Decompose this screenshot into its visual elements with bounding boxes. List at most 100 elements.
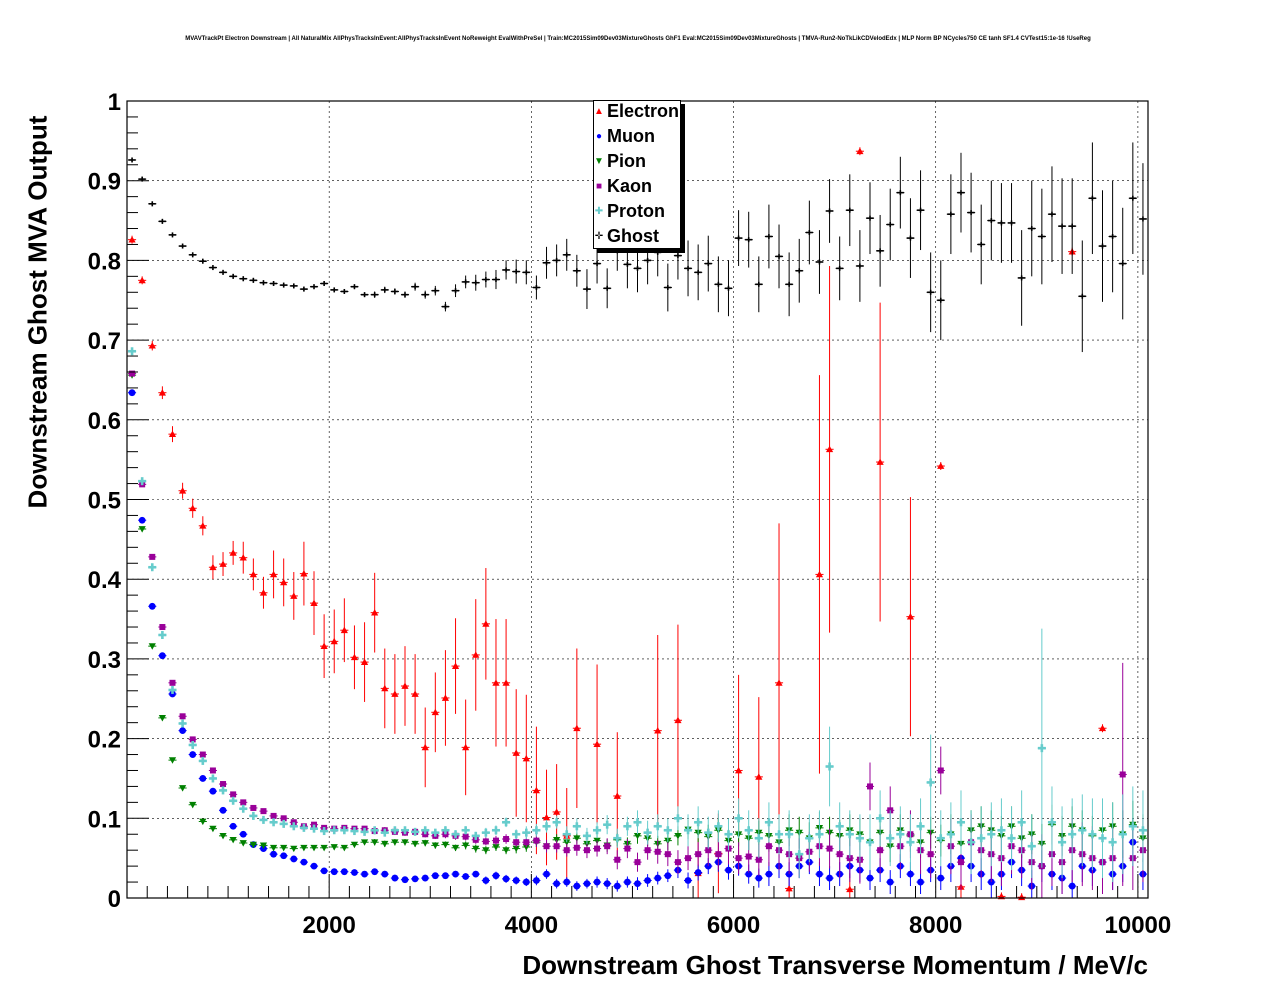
data-point-ghost xyxy=(209,265,217,271)
data-point-proton xyxy=(461,826,470,835)
data-point-muon xyxy=(391,874,399,882)
data-point-kaon xyxy=(927,851,934,858)
data-point-electron xyxy=(219,560,227,567)
data-point-proton xyxy=(714,822,723,831)
data-point-pion xyxy=(158,714,166,722)
data-point-ghost xyxy=(886,222,894,228)
data-point-electron xyxy=(532,786,541,794)
data-point-ghost xyxy=(411,284,419,290)
data-point-kaon xyxy=(644,847,651,854)
data-point-ghost xyxy=(654,249,662,255)
data-point-proton xyxy=(148,563,157,572)
data-point-kaon xyxy=(492,837,499,844)
data-point-proton xyxy=(673,814,682,823)
data-point-proton xyxy=(441,826,450,835)
y-tick-label: 0.3 xyxy=(88,647,121,674)
data-point-kaon xyxy=(634,859,641,866)
legend-label: Pion xyxy=(607,151,646,171)
data-point-pion xyxy=(482,847,490,854)
data-point-pion xyxy=(168,757,177,764)
data-point-ghost xyxy=(189,252,197,258)
data-point-ghost xyxy=(249,277,257,283)
y-tick-label: 0.9 xyxy=(88,169,121,196)
data-point-pion xyxy=(229,836,237,844)
data-point-electron xyxy=(482,620,490,627)
data-point-ghost xyxy=(1109,233,1117,239)
data-point-ghost xyxy=(1018,275,1026,281)
data-point-proton xyxy=(400,826,409,835)
data-point-muon xyxy=(158,652,166,660)
data-point-pion xyxy=(441,841,450,849)
data-point-kaon xyxy=(482,838,489,845)
data-point-ghost xyxy=(1008,220,1016,226)
data-point-kaon xyxy=(715,851,722,858)
data-point-muon xyxy=(320,867,328,875)
data-point-muon xyxy=(684,877,692,884)
data-point-muon xyxy=(826,874,833,882)
data-point-ghost xyxy=(704,261,712,267)
data-point-muon xyxy=(371,868,379,876)
legend-marker-icon: ■ xyxy=(595,181,603,192)
data-point-electron xyxy=(492,679,500,686)
data-point-proton xyxy=(582,831,591,840)
data-point-electron xyxy=(300,570,308,577)
data-point-proton xyxy=(896,830,905,839)
data-point-proton xyxy=(653,822,662,831)
data-point-kaon xyxy=(614,856,621,863)
data-point-ghost xyxy=(391,288,399,294)
data-point-ghost xyxy=(896,190,904,196)
legend-item-pion: ▼ Pion xyxy=(594,149,680,174)
data-point-proton xyxy=(997,826,1006,835)
data-point-ghost xyxy=(866,215,874,221)
data-point-electron xyxy=(593,740,601,748)
data-point-proton xyxy=(795,850,804,859)
data-point-electron xyxy=(199,522,207,529)
data-point-kaon xyxy=(594,845,601,852)
legend-item-muon: ● Muon xyxy=(594,124,680,149)
data-point-proton xyxy=(886,834,895,843)
data-point-electron xyxy=(401,682,409,689)
data-point-ghost xyxy=(1068,223,1076,229)
data-point-proton xyxy=(1078,826,1087,835)
data-point-proton xyxy=(845,830,854,839)
data-point-ghost xyxy=(1119,261,1127,267)
data-point-electron xyxy=(280,578,288,586)
data-point-electron xyxy=(138,276,146,284)
data-point-ghost xyxy=(947,211,955,217)
data-point-muon xyxy=(492,872,500,880)
data-point-muon xyxy=(340,868,348,876)
legend-item-ghost: ✛ Ghost xyxy=(594,224,680,249)
data-point-ghost xyxy=(583,286,591,292)
data-point-proton xyxy=(593,826,602,835)
data-point-electron xyxy=(391,690,399,697)
data-point-proton xyxy=(138,477,147,486)
data-point-pion xyxy=(360,839,369,846)
data-point-ghost xyxy=(826,208,834,214)
data-point-proton xyxy=(754,834,763,843)
data-point-pion xyxy=(239,840,247,847)
data-point-kaon xyxy=(553,843,560,850)
data-point-ghost xyxy=(330,287,338,293)
data-point-ghost xyxy=(138,176,146,182)
data-point-muon xyxy=(421,874,429,882)
data-point-proton xyxy=(198,756,207,765)
data-point-proton xyxy=(1138,826,1147,835)
data-point-proton xyxy=(603,820,612,829)
data-point-electron xyxy=(229,549,237,556)
data-point-kaon xyxy=(826,845,833,852)
data-point-ghost xyxy=(1078,293,1086,299)
data-point-electron xyxy=(542,813,551,821)
data-point-electron xyxy=(522,754,530,762)
data-point-pion xyxy=(320,844,328,852)
data-point-kaon xyxy=(220,781,227,788)
data-point-proton xyxy=(178,719,187,728)
data-point-muon xyxy=(623,878,631,886)
data-point-ghost xyxy=(543,260,551,266)
data-point-proton xyxy=(491,826,500,835)
data-point-kaon xyxy=(877,847,884,854)
data-point-ghost xyxy=(340,288,348,294)
data-point-proton xyxy=(1017,818,1026,827)
data-point-pion xyxy=(391,839,399,846)
data-point-pion xyxy=(573,835,581,842)
data-point-ghost xyxy=(168,232,176,238)
